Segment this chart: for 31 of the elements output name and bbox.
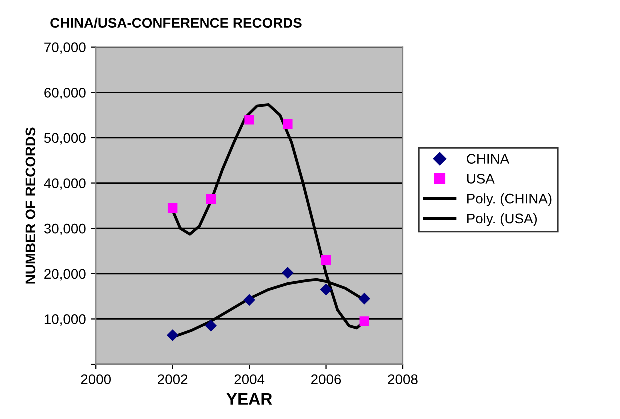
y-tick-label: 70,000 (44, 42, 86, 54)
y-tick-label: 10,000 (44, 314, 86, 326)
point (283, 120, 293, 130)
x-tick-label: 2002 (158, 374, 188, 384)
legend-label: CHINA (467, 154, 510, 164)
chart-title: CHINA/USA-CONFERENCE RECORDS (50, 18, 302, 28)
y-tick-label: 20,000 (44, 269, 86, 281)
y-tick-label: 30,000 (44, 224, 86, 236)
y-axis-title: NUMBER OF RECORDS (26, 128, 36, 284)
point (244, 114, 254, 125)
point (358, 292, 371, 305)
legend-label: Poly. (USA) (468, 213, 538, 226)
x-axis-title: YEAR (226, 393, 272, 405)
point (282, 267, 294, 279)
point (206, 194, 216, 204)
y-tick-label: 60,000 (44, 88, 86, 100)
x-tick-label: 2004 (234, 374, 265, 384)
point (321, 255, 332, 266)
point (168, 203, 178, 214)
point (244, 294, 256, 306)
legend-label: Poly. (CHINA) (468, 194, 552, 206)
point (205, 320, 218, 332)
x-tick-label: 2008 (388, 374, 418, 384)
x-tick-label: 2000 (81, 374, 112, 384)
legend-label: USA (467, 174, 495, 184)
point (360, 316, 370, 326)
y-tick-label: 50,000 (44, 133, 86, 145)
point (166, 330, 179, 342)
x-tick-label: 2006 (312, 374, 342, 384)
y-tick-label: 40,000 (44, 178, 86, 190)
point (320, 284, 332, 296)
